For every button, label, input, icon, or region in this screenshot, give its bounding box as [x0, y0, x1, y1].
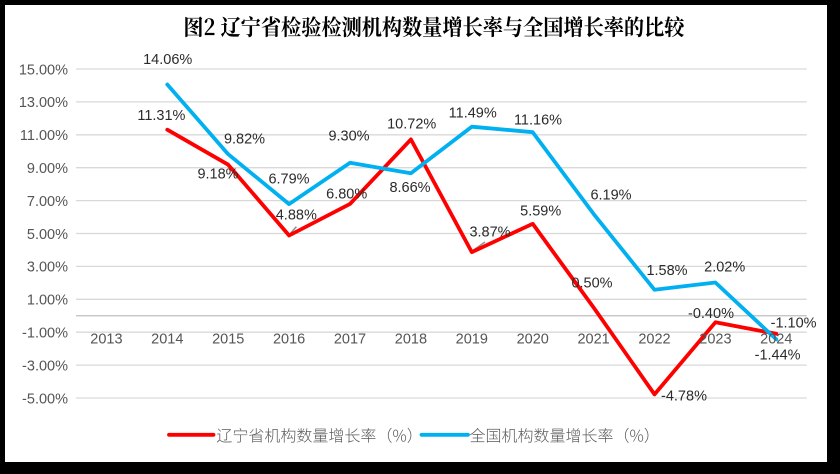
svg-text:2021: 2021: [577, 332, 609, 348]
svg-text:10.72%: 10.72%: [387, 117, 436, 133]
svg-text:2015: 2015: [212, 332, 244, 348]
svg-text:5.59%: 5.59%: [520, 204, 561, 220]
svg-text:1.58%: 1.58%: [646, 263, 687, 279]
svg-text:9.18%: 9.18%: [197, 167, 238, 183]
svg-text:15.00%: 15.00%: [19, 62, 68, 78]
svg-text:2013: 2013: [90, 332, 122, 348]
svg-text:-5.00%: -5.00%: [22, 391, 68, 407]
svg-text:2024: 2024: [760, 332, 792, 348]
svg-text:2018: 2018: [395, 332, 427, 348]
svg-text:6.80%: 6.80%: [326, 187, 367, 203]
svg-text:2022: 2022: [638, 332, 670, 348]
svg-text:8.66%: 8.66%: [389, 180, 430, 196]
svg-text:7.00%: 7.00%: [27, 194, 68, 210]
svg-text:11.49%: 11.49%: [449, 106, 497, 122]
svg-text:3.87%: 3.87%: [469, 224, 510, 240]
svg-text:-4.78%: -4.78%: [661, 389, 707, 405]
svg-text:2017: 2017: [334, 332, 366, 348]
svg-text:14.06%: 14.06%: [143, 52, 192, 68]
svg-text:6.79%: 6.79%: [268, 172, 309, 188]
svg-text:4.88%: 4.88%: [276, 208, 317, 224]
svg-text:9.82%: 9.82%: [224, 132, 265, 148]
svg-text:2023: 2023: [699, 332, 731, 348]
svg-text:9.30%: 9.30%: [328, 128, 369, 144]
svg-text:11.31%: 11.31%: [137, 108, 185, 124]
svg-text:1.00%: 1.00%: [27, 293, 68, 309]
svg-text:2019: 2019: [456, 332, 488, 348]
svg-text:-1.44%: -1.44%: [755, 347, 801, 363]
svg-text:3.00%: 3.00%: [27, 260, 68, 276]
svg-text:11.16%: 11.16%: [514, 113, 562, 129]
svg-text:2016: 2016: [273, 332, 305, 348]
svg-text:9.00%: 9.00%: [27, 161, 68, 177]
svg-text:-0.40%: -0.40%: [688, 306, 734, 322]
svg-text:-1.10%: -1.10%: [771, 316, 817, 332]
svg-text:11.00%: 11.00%: [20, 128, 68, 144]
svg-text:-1.00%: -1.00%: [22, 326, 68, 342]
svg-text:2020: 2020: [517, 332, 549, 348]
svg-text:2.02%: 2.02%: [704, 259, 745, 275]
svg-text:5.00%: 5.00%: [27, 227, 68, 243]
svg-text:2014: 2014: [151, 332, 183, 348]
svg-text:6.19%: 6.19%: [590, 187, 631, 203]
svg-text:-3.00%: -3.00%: [22, 358, 68, 374]
svg-text:13.00%: 13.00%: [19, 95, 68, 111]
svg-text:0.50%: 0.50%: [571, 276, 612, 292]
